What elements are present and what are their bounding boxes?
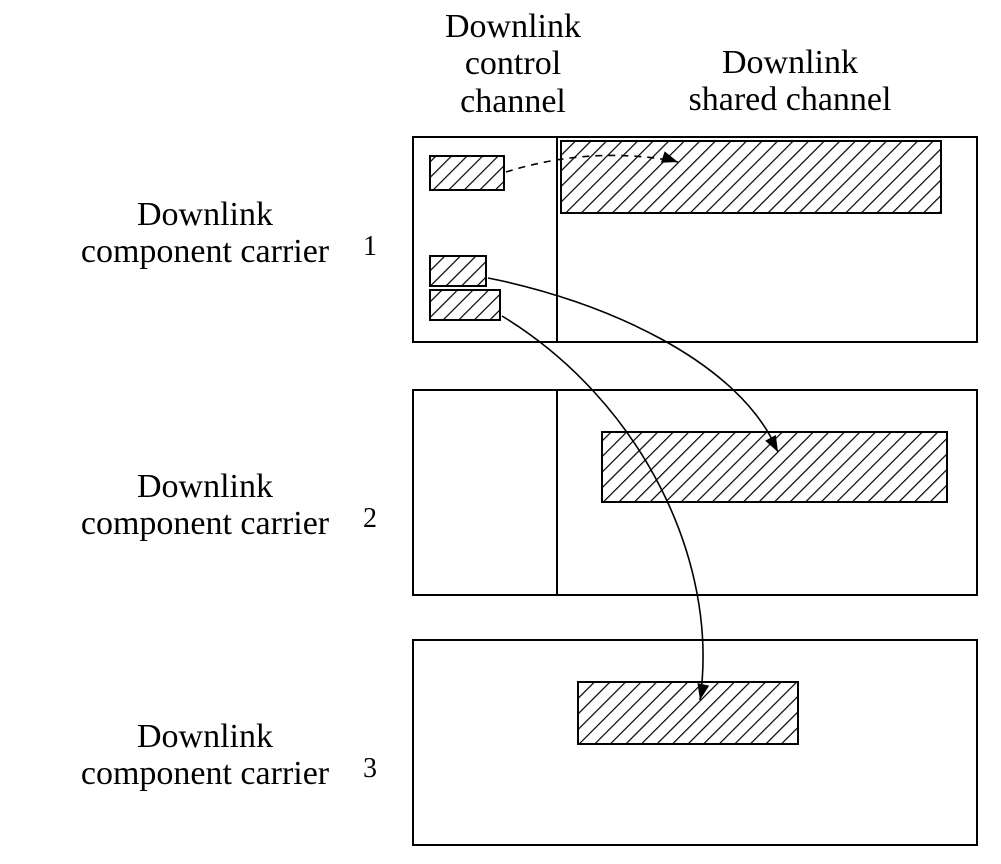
hatched-cc1-shared: [561, 141, 941, 213]
hatched-cc1-ctrl-a: [430, 156, 504, 190]
diagram-stage: Downlink control channel Downlink shared…: [0, 0, 1001, 864]
diagram-svg: [0, 0, 1001, 864]
hatched-cc3-shared: [578, 682, 798, 744]
hatched-cc1-ctrl-c: [430, 290, 500, 320]
hatched-cc1-ctrl-b: [430, 256, 486, 286]
